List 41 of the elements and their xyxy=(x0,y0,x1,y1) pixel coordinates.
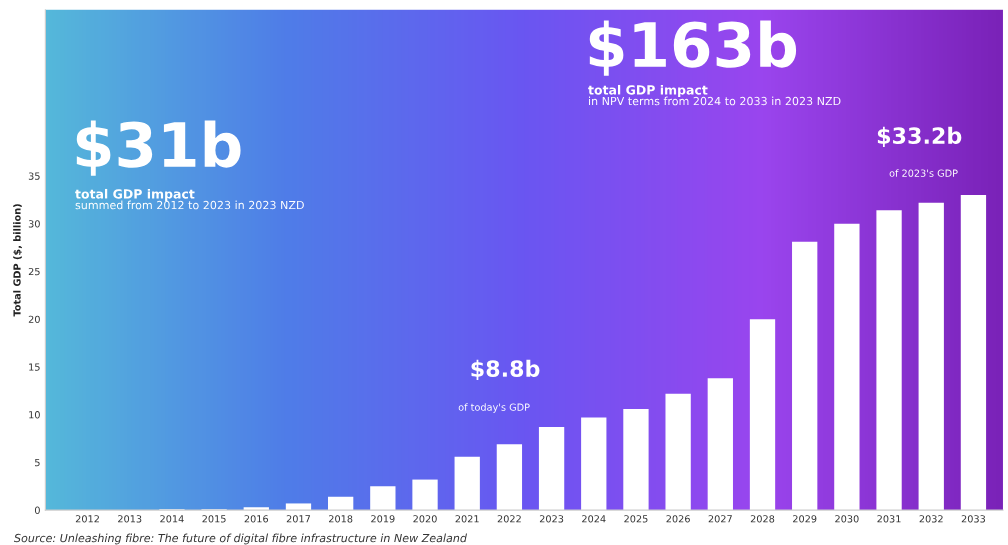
annotation: of today's GDP xyxy=(458,403,530,413)
y-tick-label: 20 xyxy=(28,315,40,323)
x-tick-label: 2021 xyxy=(455,515,479,523)
annotation: $8.8b xyxy=(471,359,540,380)
x-tick-label: 2032 xyxy=(919,515,943,523)
y-tick-label: 35 xyxy=(28,172,40,180)
x-tick-label: 2012 xyxy=(75,515,99,523)
annotation: total GDP impact xyxy=(588,84,708,98)
x-tick-label: 2013 xyxy=(118,515,142,523)
annotation: $31b xyxy=(76,120,241,176)
x-tick-label: 2033 xyxy=(961,515,986,523)
y-tick-label: 25 xyxy=(28,267,40,276)
y-tick-label: 5 xyxy=(35,458,40,467)
x-tick-label: 2016 xyxy=(244,515,269,523)
x-tick-label: 2028 xyxy=(750,515,775,523)
annotation: $163b xyxy=(589,20,797,76)
annotation: of 2023's GDP xyxy=(889,169,958,177)
x-tick-label: 2020 xyxy=(413,515,437,523)
y-tick-label: 10 xyxy=(29,411,40,419)
x-tick-label: 2031 xyxy=(877,515,901,523)
annotation: $33.2b xyxy=(877,126,962,147)
y-axis-title: Total GDP ($, billion) xyxy=(13,204,22,317)
y-tick-label: 0 xyxy=(34,506,40,514)
x-tick-label: 2030 xyxy=(835,515,859,523)
x-tick-label: 2015 xyxy=(202,515,226,523)
annotation: summed from 2012 to 2023 in 2023 NZD xyxy=(75,200,304,210)
x-tick-label: 2029 xyxy=(793,515,817,523)
x-tick-label: 2024 xyxy=(582,515,606,523)
x-tick-label: 2017 xyxy=(286,515,311,523)
x-tick-label: 2027 xyxy=(708,515,732,523)
x-tick-label: 2014 xyxy=(160,515,184,523)
x-tick-label: 2025 xyxy=(624,515,648,523)
y-tick-label: 30 xyxy=(28,220,40,228)
x-tick-label: 2023 xyxy=(539,515,564,523)
x-tick-label: 2026 xyxy=(666,515,690,523)
x-tick-label: 2019 xyxy=(371,515,395,523)
x-tick-label: 2022 xyxy=(497,515,521,523)
source-note: Source: Unleashing fibre: The future of digital fibre infrastructure in New Zealand xyxy=(14,533,467,545)
annotation: in NPV terms from 2024 to 2033 in 2023 NZD xyxy=(589,96,841,106)
y-tick-label: 15 xyxy=(29,363,40,371)
x-tick-label: 2018 xyxy=(329,515,353,523)
